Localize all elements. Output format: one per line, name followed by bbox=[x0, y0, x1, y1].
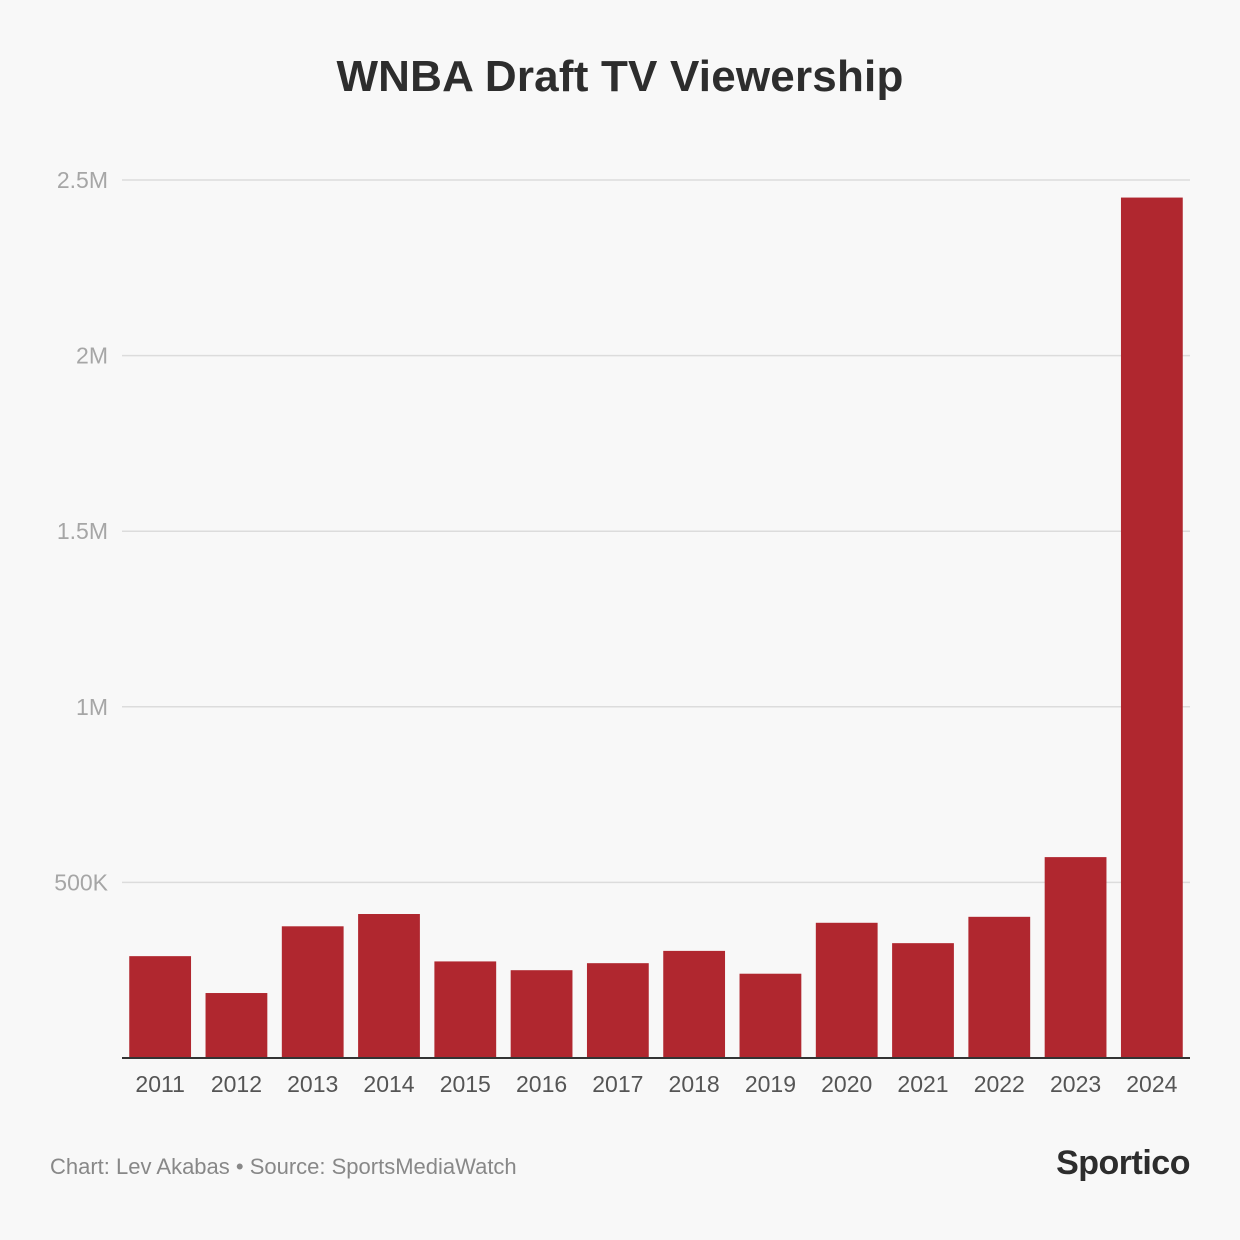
bar-2024 bbox=[1120, 197, 1183, 1058]
x-tick-label: 2014 bbox=[363, 1071, 414, 1097]
bars bbox=[129, 197, 1183, 1058]
x-tick-label: 2016 bbox=[516, 1071, 567, 1097]
x-tick-label: 2013 bbox=[287, 1071, 338, 1097]
bar-2011 bbox=[129, 956, 192, 1058]
bar-2018 bbox=[663, 950, 726, 1058]
x-axis-ticks: 2011 2012 2013 2014 2015 2016 2017 2018 2019 2020… bbox=[135, 1071, 1177, 1097]
y-tick-label: 2M bbox=[76, 343, 108, 369]
x-tick-label: 2015 bbox=[440, 1071, 491, 1097]
y-tick-label: 1M bbox=[76, 694, 108, 720]
bar-2023 bbox=[1044, 857, 1107, 1058]
sportico-logo: Sportico bbox=[1056, 1144, 1190, 1182]
x-tick-label: 2022 bbox=[974, 1071, 1025, 1097]
x-tick-label: 2019 bbox=[745, 1071, 796, 1097]
x-tick-label: 2011 bbox=[135, 1071, 184, 1097]
x-tick-label: 2023 bbox=[1050, 1071, 1101, 1097]
bar-2013 bbox=[281, 926, 344, 1058]
bar-2017 bbox=[586, 963, 649, 1058]
x-tick-label: 2012 bbox=[211, 1071, 262, 1097]
y-tick-label: 500K bbox=[54, 869, 108, 895]
bar-2022 bbox=[968, 916, 1031, 1058]
x-tick-label: 2017 bbox=[592, 1071, 643, 1097]
y-tick-label: 2.5M bbox=[57, 167, 108, 193]
y-axis-ticks: 500K 1M 1.5M 2M 2.5M bbox=[54, 167, 108, 895]
bar-2020 bbox=[815, 922, 878, 1058]
bar-2012 bbox=[205, 993, 268, 1058]
bar-2016 bbox=[510, 970, 573, 1058]
y-tick-label: 1.5M bbox=[57, 518, 108, 544]
bar-2019 bbox=[739, 973, 802, 1058]
gridlines bbox=[122, 179, 1190, 884]
x-tick-label: 2021 bbox=[897, 1071, 948, 1097]
bar-2015 bbox=[434, 961, 497, 1058]
chart-source: Chart: Lev Akabas • Source: SportsMediaW… bbox=[50, 1154, 517, 1179]
x-tick-label: 2020 bbox=[821, 1071, 872, 1097]
bar-2021 bbox=[892, 943, 954, 1058]
bar-2014 bbox=[358, 914, 420, 1058]
chart-title: WNBA Draft TV Viewership bbox=[336, 52, 904, 101]
x-tick-label: 2024 bbox=[1126, 1071, 1177, 1097]
x-tick-label: 2018 bbox=[669, 1071, 720, 1097]
